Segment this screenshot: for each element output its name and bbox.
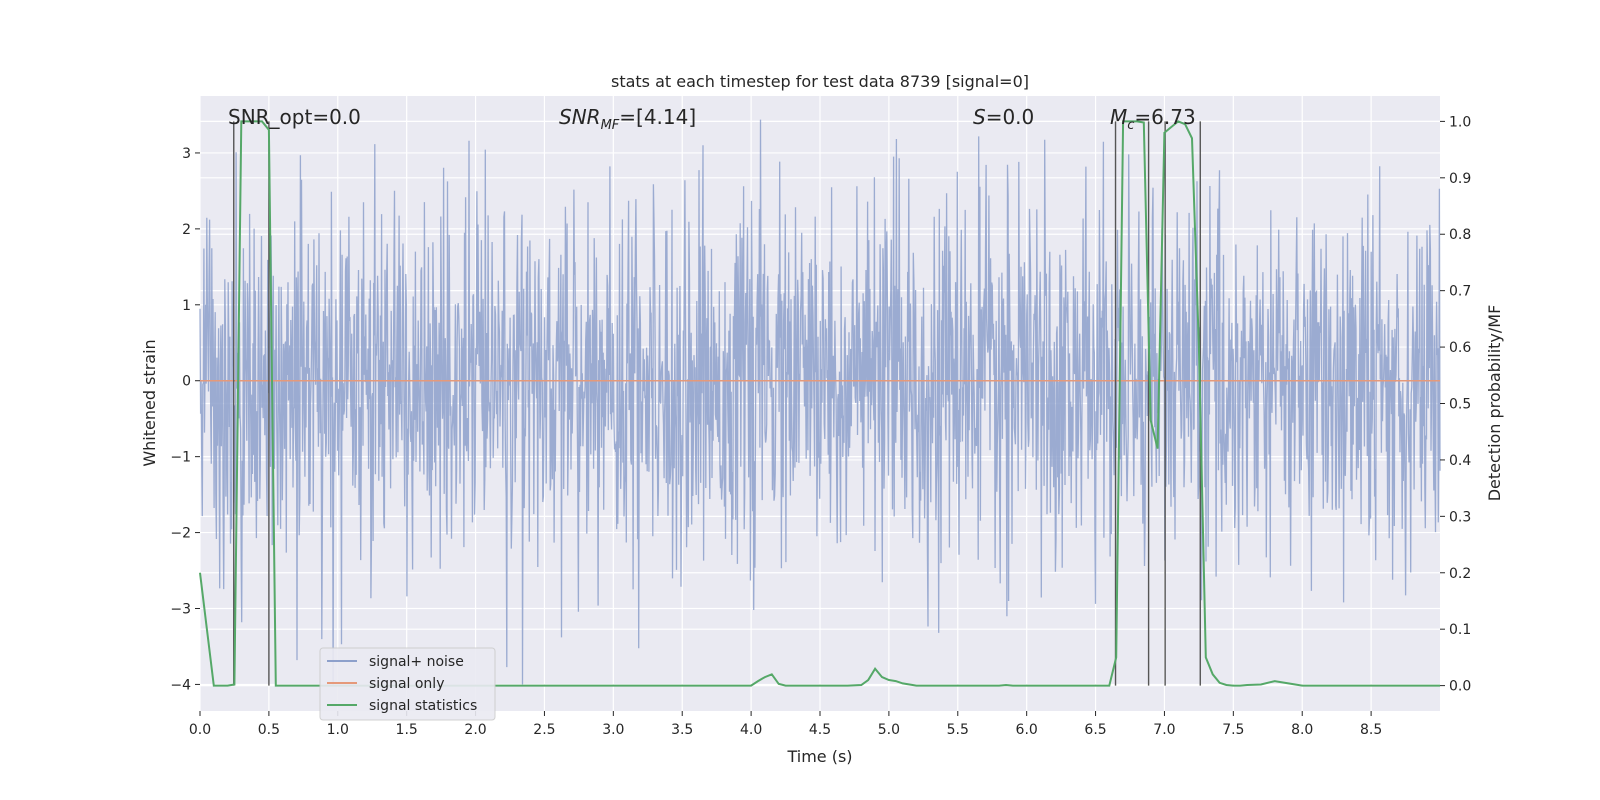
tick-layer: 0.0 0.5 1.0 1.5 2.0 2.5 3.0 3.5 4.0 4.5 5.0 5.5 6.0 6… (170, 114, 1471, 738)
x-tick-label: 0.0 (189, 722, 211, 738)
y-tick-label-left: −3 (170, 602, 191, 618)
y-tick-label-right: 0.5 (1449, 397, 1471, 413)
series-noise-line (199, 119, 1441, 685)
y-axis-label-left: Whitened strain (140, 339, 159, 466)
vline-layer (199, 120, 1440, 687)
y-tick-label-right: 0.1 (1449, 622, 1471, 638)
annotation-s-suffix: =0.0 (986, 105, 1035, 129)
x-tick-label: 3.0 (602, 722, 624, 738)
y-tick-label-right: 0.7 (1449, 284, 1471, 300)
y-tick-label-right: 0.0 (1449, 679, 1471, 695)
y-tick-label-right: 0.4 (1449, 453, 1471, 469)
annotation-s: S=0.0 (973, 105, 1034, 129)
y-tick-label-right: 1.0 (1449, 114, 1471, 130)
x-tick-label: 6.5 (1084, 722, 1106, 738)
legend: signal+ noise signal only signal statist… (319, 647, 496, 721)
y-tick-label-right: 0.3 (1449, 509, 1471, 525)
annotation-mc-main: M (1110, 105, 1127, 129)
legend-label-statistics: signal statistics (369, 698, 477, 714)
chart-title: stats at each timestep for test data 873… (611, 72, 1029, 91)
y-tick-label-right: 0.2 (1449, 566, 1471, 582)
y-tick-label-left: −2 (170, 526, 191, 542)
y-axis-label-right: Detection probability/MF (1485, 305, 1504, 502)
annotation-mc-suffix: =6.73 (1134, 105, 1195, 129)
y-tick-label-left: 2 (182, 222, 191, 238)
annotation-snr-opt: SNR_opt=0.0 (228, 105, 361, 129)
annotation-mc-sub: c (1127, 118, 1134, 133)
x-tick-label: 4.5 (809, 722, 831, 738)
y-tick-label-right: 0.8 (1449, 227, 1471, 243)
x-tick-label: 5.0 (878, 722, 900, 738)
annotation-s-main: S (973, 105, 986, 129)
y-tick-label-right: 0.6 (1449, 340, 1471, 356)
annotation-snr-mf-sub: MF (601, 118, 620, 133)
annotation-snr-mf-main: SNR (559, 105, 601, 129)
y-tick-label-left: −4 (170, 677, 191, 693)
x-tick-label: 2.5 (533, 722, 555, 738)
y-tick-label-left: 1 (182, 298, 191, 314)
y-tick-label-left: 0 (182, 374, 191, 390)
legend-label-noise: signal+ noise (369, 654, 464, 670)
y-tick-label-left: 3 (182, 146, 191, 162)
x-tick-label: 8.0 (1291, 722, 1313, 738)
annotation-snr-mf: SNRMF=[4.14] (559, 105, 696, 133)
x-tick-label: 5.5 (947, 722, 969, 738)
x-axis-label: Time (s) (786, 747, 852, 766)
series-statistics-line (199, 120, 1440, 687)
x-tick-label: 1.5 (396, 722, 418, 738)
x-tick-label: 0.5 (258, 722, 280, 738)
y-tick-label-right: 0.9 (1449, 171, 1471, 187)
annotation-snr-mf-suffix: =[4.14] (619, 105, 696, 129)
x-tick-label: 6.0 (1016, 722, 1038, 738)
annotation-mc: Mc=6.73 (1110, 105, 1196, 133)
x-tick-label: 3.5 (671, 722, 693, 738)
legend-label-signal: signal only (369, 676, 444, 692)
x-tick-label: 7.5 (1222, 722, 1244, 738)
x-tick-label: 4.0 (740, 722, 762, 738)
noise-layer (199, 119, 1441, 685)
x-tick-label: 7.0 (1153, 722, 1175, 738)
y-tick-label-left: −1 (170, 450, 191, 466)
x-tick-label: 2.0 (464, 722, 486, 738)
x-tick-label: 1.0 (327, 722, 349, 738)
x-tick-label: 8.5 (1360, 722, 1382, 738)
legend-box (319, 647, 496, 721)
